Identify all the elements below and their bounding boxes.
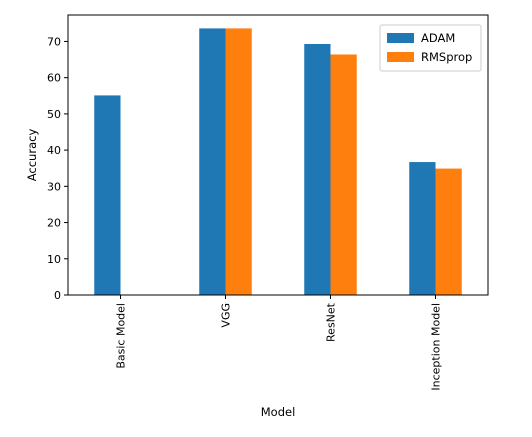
y-axis-label: Accuracy bbox=[25, 129, 39, 182]
bar-adam-basic-model bbox=[94, 95, 121, 295]
legend-label-adam: ADAM bbox=[421, 31, 455, 45]
legend-label-rmsprop: RMSprop bbox=[421, 50, 472, 64]
bar-rmsprop-resnet bbox=[330, 54, 357, 295]
x-axis: Basic Model VGG ResNet Inception Model bbox=[115, 295, 443, 391]
x-tick-label-resnet: ResNet bbox=[325, 302, 338, 342]
y-tick-label: 10 bbox=[47, 253, 61, 266]
bar-adam-resnet bbox=[304, 43, 331, 295]
y-tick-label: 20 bbox=[47, 217, 61, 230]
y-tick-label: 50 bbox=[47, 108, 61, 121]
plot-frame bbox=[67, 14, 489, 296]
bar-adam-vgg bbox=[199, 28, 226, 295]
y-tick-label: 30 bbox=[47, 180, 61, 193]
x-tick-label-basic-model: Basic Model bbox=[115, 303, 128, 369]
bar-rmsprop-vgg bbox=[225, 28, 252, 295]
x-tick-label-vgg: VGG bbox=[220, 303, 233, 328]
y-tick-label: 70 bbox=[47, 35, 61, 48]
x-axis-label: Model bbox=[261, 405, 296, 419]
y-tick-label: 60 bbox=[47, 72, 61, 85]
bars-group bbox=[94, 28, 462, 295]
legend: ADAM RMSprop bbox=[379, 24, 482, 72]
y-tick-label: 0 bbox=[54, 289, 61, 302]
bar-rmsprop-inception-model bbox=[435, 168, 462, 295]
bar-adam-inception-model bbox=[409, 162, 436, 295]
legend-swatch-rmsprop bbox=[387, 52, 414, 62]
legend-swatch-adam bbox=[387, 33, 414, 43]
y-axis: 0 10 20 30 40 50 60 70 bbox=[47, 35, 68, 302]
y-tick-label: 40 bbox=[47, 144, 61, 157]
x-tick-label-inception-model: Inception Model bbox=[430, 303, 443, 391]
